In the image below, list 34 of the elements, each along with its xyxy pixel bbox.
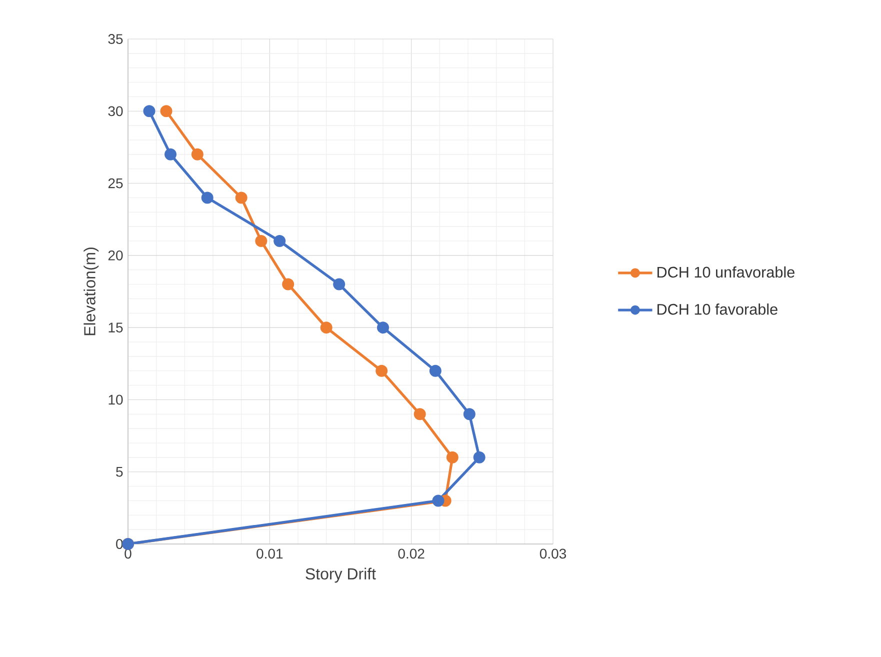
point [376,364,388,377]
point [143,105,156,118]
x-tick-label: 0.02 [398,548,424,559]
point [429,364,442,377]
point [274,234,286,247]
point [463,408,476,420]
x-axis-title: Story Drift [306,568,376,583]
point [160,105,172,118]
point [473,451,486,464]
point [191,148,204,160]
x-tick-label: 0.03 [540,548,566,559]
point [377,322,390,334]
y-tick-label: 20 [108,250,123,260]
y-tick-label: 5 [116,466,123,477]
y-tick-label: 10 [108,394,123,405]
point [201,192,214,204]
y-tick-label: 15 [108,322,123,332]
point [414,408,426,420]
point [320,322,332,334]
y-axis-title: Elevation(m) [84,248,99,336]
point [164,148,177,160]
point [255,234,268,247]
point [446,451,458,464]
x-tick-label: 0.01 [256,548,283,559]
point [333,278,346,290]
legend-label: DCH 10 unfavorable [658,266,794,278]
y-tick-label: 25 [108,178,123,188]
y-tick-label: 0 [116,539,123,549]
legend-label: DCH 10 favorable [658,304,778,315]
y-tick-label: 35 [108,34,123,44]
point [282,278,294,290]
y-tick-label: 30 [108,106,123,116]
point [432,494,444,507]
point [235,192,248,204]
